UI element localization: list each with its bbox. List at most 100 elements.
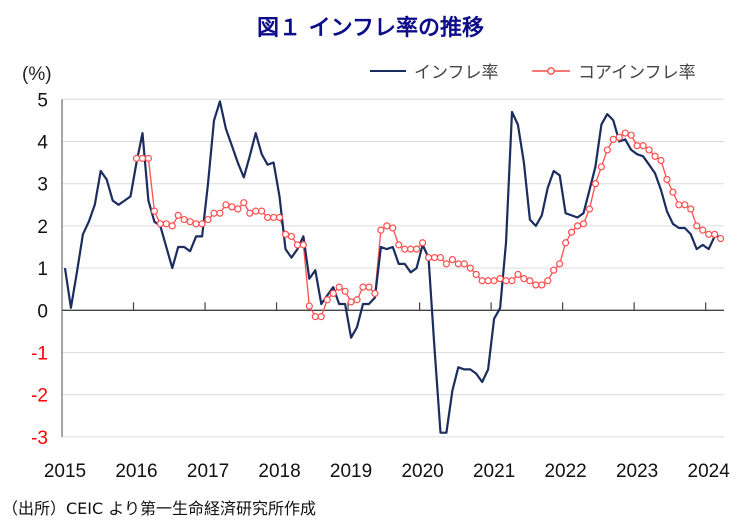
- core-inflation-point: [138, 154, 147, 162]
- y-tick-label: 4: [37, 133, 48, 154]
- core-inflation-point: [293, 241, 302, 249]
- core-inflation-point: [401, 245, 409, 253]
- core-inflation-point: [246, 209, 254, 217]
- x-tick-label: 2020: [401, 461, 443, 482]
- core-inflation-point: [502, 277, 510, 285]
- x-tick-label: 2017: [187, 461, 229, 482]
- core-inflation-point: [687, 205, 695, 213]
- y-axis-unit: (%): [22, 64, 52, 85]
- core-inflation-point: [591, 180, 600, 188]
- source-note: （出所）CEIC より第一生命経済研究所作成: [2, 499, 316, 518]
- x-tick-labels: 2015 2016 2017 2018 2019 2020 2021 2022 2023 2024: [44, 461, 730, 482]
- core-inflation-point: [609, 135, 617, 143]
- core-inflation-point: [454, 260, 462, 268]
- core-inflation-point: [353, 296, 361, 304]
- core-inflation-point: [168, 222, 176, 230]
- core-inflation-point: [699, 226, 707, 234]
- core-inflation-point: [228, 203, 236, 211]
- core-inflation-point: [305, 302, 313, 310]
- core-inflation-point: [490, 277, 498, 285]
- core-inflation-point: [663, 175, 671, 184]
- core-inflation-point: [323, 296, 331, 304]
- x-tick-label: 2021: [473, 461, 515, 482]
- core-inflation-point: [389, 224, 397, 232]
- core-inflation-point: [162, 220, 170, 228]
- core-inflation-point: [281, 230, 290, 238]
- y-tick-label: 0: [37, 301, 48, 322]
- y-tick-label: -1: [31, 344, 48, 365]
- core-inflation-point: [347, 298, 355, 306]
- core-inflation-point: [329, 289, 337, 298]
- legend-core-marker: [547, 67, 555, 75]
- core-inflation-point: [269, 213, 278, 222]
- core-inflation-point: [365, 283, 373, 291]
- core-inflation-point: [234, 205, 242, 213]
- x-tick-label: 2024: [688, 461, 731, 482]
- core-inflation-point: [174, 211, 182, 219]
- y-tick-label: -2: [31, 386, 48, 407]
- core-inflation-point: [550, 266, 558, 274]
- core-inflation-point: [478, 277, 486, 285]
- chart-title: 図１ インフレ率の推移: [257, 16, 484, 41]
- core-inflation-point: [597, 163, 605, 171]
- core-inflation-point: [651, 152, 659, 160]
- core-inflation-point: [472, 270, 480, 279]
- core-inflation-point: [520, 275, 528, 283]
- core-inflation-point: [180, 215, 188, 224]
- core-inflation-point: [383, 222, 391, 230]
- core-markers: [132, 129, 725, 321]
- core-inflation-point: [562, 239, 570, 247]
- core-inflation-point: [657, 156, 665, 165]
- core-inflation-point: [514, 270, 522, 279]
- core-inflation-point: [264, 213, 272, 222]
- core-inflation-point: [460, 260, 468, 268]
- core-inflation-point: [156, 220, 164, 228]
- core-inflation-point: [705, 230, 713, 238]
- core-inflation-point: [603, 146, 611, 154]
- y-tick-label: 2: [37, 217, 48, 238]
- y-tick-label: 1: [37, 259, 48, 280]
- core-inflation-point: [484, 277, 492, 285]
- core-inflation-point: [192, 220, 200, 228]
- x-tick-label: 2016: [115, 461, 157, 482]
- core-inflation-point: [210, 209, 218, 217]
- core-inflation-point: [198, 220, 206, 228]
- core-inflation-point: [567, 228, 576, 236]
- core-inflation-point: [526, 277, 534, 285]
- core-inflation-point: [275, 213, 284, 222]
- core-inflation-point: [532, 281, 540, 289]
- core-inflation-point: [407, 245, 415, 253]
- core-inflation-point: [579, 220, 588, 228]
- core-inflation-point: [544, 277, 552, 285]
- core-inflation-point: [144, 154, 153, 162]
- x-tick-label: 2022: [544, 461, 586, 482]
- inflation-line: [63, 100, 721, 434]
- core-inflation-point: [681, 201, 689, 209]
- core-inflation-point: [311, 313, 319, 321]
- core-inflation-point: [132, 154, 141, 162]
- core-inflation-point: [240, 199, 248, 207]
- axes: [61, 99, 724, 437]
- legend: インフレ率 コアインフレ率: [370, 63, 696, 83]
- x-tick-label: 2018: [258, 461, 300, 482]
- core-inflation-point: [627, 131, 635, 139]
- core-inflation-point: [418, 239, 427, 247]
- core-inflation-point: [693, 222, 701, 230]
- core-inflation-point: [615, 133, 623, 141]
- core-inflation-point: [538, 281, 546, 289]
- core-inflation-point: [436, 253, 445, 262]
- x-tick-label: 2019: [330, 461, 372, 482]
- core-inflation-point: [317, 313, 325, 321]
- core-inflation-point: [395, 241, 403, 249]
- y-tick-label: 5: [37, 90, 48, 111]
- core-inflation-point: [150, 207, 158, 215]
- core-inflation-point: [222, 201, 230, 209]
- core-inflation-point: [669, 188, 677, 196]
- core-inflation-point: [377, 226, 385, 234]
- core-inflation-point: [359, 283, 367, 291]
- x-tick-label: 2015: [44, 461, 86, 482]
- core-inflation-point: [639, 142, 647, 150]
- core-inflation-point: [508, 277, 516, 285]
- y-tick-label: 3: [37, 175, 48, 196]
